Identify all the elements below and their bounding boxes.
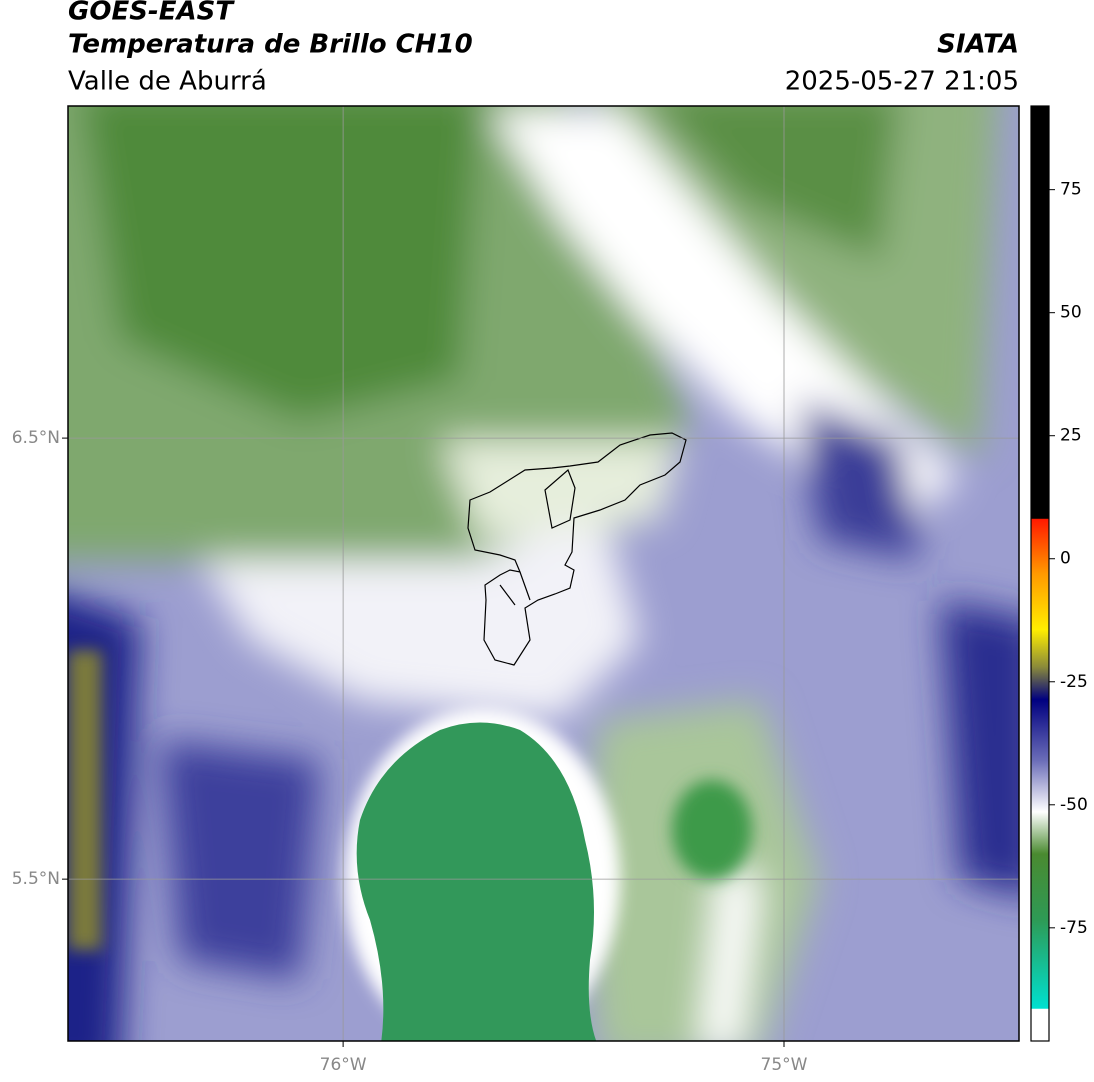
lon-label: 76°W — [320, 1055, 367, 1075]
lat-label: 6.5°N — [12, 428, 60, 448]
colorbar-label: -25 — [1060, 672, 1088, 692]
colorbar-label: -50 — [1060, 795, 1088, 815]
source-title: SIATA — [937, 30, 1019, 60]
map-axes: 76°W 75°W 6.5°N 5.5°N — [12, 106, 1019, 1075]
satellite-image — [68, 106, 1019, 1041]
colorbar — [1030, 105, 1050, 1042]
cloud-blob — [356, 722, 597, 1041]
colorbar-label: 0 — [1060, 549, 1071, 569]
colorbar-label: -75 — [1060, 918, 1088, 938]
colorbar-label: 75 — [1060, 180, 1082, 200]
municipal-boundaries — [467, 432, 687, 666]
region-title: Valle de Aburrá — [68, 67, 267, 97]
lat-label: 5.5°N — [12, 869, 60, 889]
product-title: Temperatura de Brillo CH10 — [68, 30, 473, 60]
satellite-title: GOES-EAST — [68, 0, 235, 27]
colorbar-label: 25 — [1060, 426, 1082, 446]
lon-label: 75°W — [761, 1055, 808, 1075]
colorbar-label: 50 — [1060, 303, 1082, 323]
map-frame — [67, 105, 1020, 1042]
colorbar-axis: 75 50 25 0 -25 -50 -75 — [1049, 180, 1088, 938]
datetime-title: 2025-05-27 21:05 — [785, 67, 1019, 97]
